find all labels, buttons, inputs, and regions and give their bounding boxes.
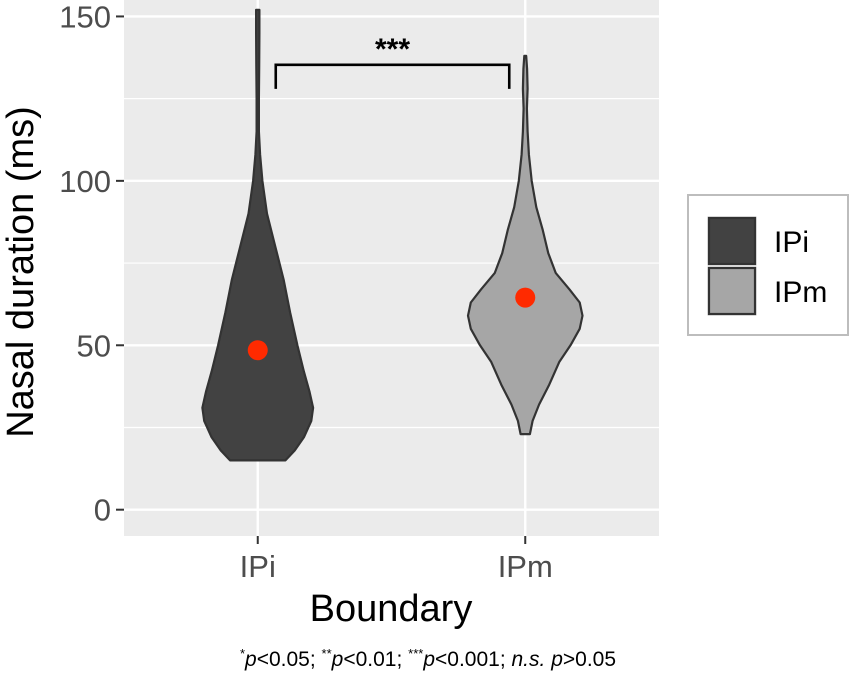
footnote-t3: <0.001; <box>435 648 512 671</box>
footnote-p2: p <box>331 648 344 671</box>
x-axis-title: Boundary <box>310 588 473 630</box>
y-tick-label: 150 <box>59 0 111 34</box>
footnote-p3: p <box>423 648 436 671</box>
footnote-t4: >0.05 <box>562 648 617 671</box>
x-axis: IPi IPm <box>240 536 553 584</box>
y-tick-label: 0 <box>94 493 111 528</box>
footnote-sig1: * <box>239 646 246 661</box>
y-axis: 0 50 100 150 <box>59 0 124 528</box>
mean-points <box>247 287 536 361</box>
footnote-p1: p <box>245 648 257 671</box>
x-tick-label: IPi <box>240 549 276 584</box>
significance-footnote: *p<0.05; **p<0.01; ***p<0.001; n.s. p>0.… <box>0 646 856 672</box>
x-tick-label: IPm <box>498 549 553 584</box>
footnote-ns: n.s. <box>511 648 546 671</box>
violin-IPm <box>466 54 584 436</box>
significance-label: *** <box>375 33 410 66</box>
significance-annotation: *** <box>274 33 511 89</box>
violin-chart: 0 50 100 150 IPi IPm *** Boundary Nasal dura… <box>0 0 849 630</box>
mean-point-IPi <box>247 340 268 361</box>
mean-point-IPm <box>515 287 536 308</box>
legend: IPi IPm <box>687 194 849 336</box>
legend-label-IPm: IPm <box>774 276 827 309</box>
significance-bracket <box>274 63 511 89</box>
footnote-t1: <0.05; <box>256 648 322 671</box>
footnote-sig2: ** <box>321 646 332 661</box>
violins <box>201 8 584 462</box>
plot-panel <box>124 0 659 536</box>
footnote-t2: <0.01; <box>343 648 409 671</box>
legend-swatch-IPm <box>707 266 757 316</box>
legend-swatch-IPi <box>707 216 757 266</box>
violin-IPi <box>201 8 315 462</box>
footnote-p4: p <box>551 648 563 671</box>
y-tick-label: 100 <box>59 164 111 199</box>
y-tick-label: 50 <box>77 328 111 363</box>
legend-label-IPi: IPi <box>774 226 809 259</box>
footnote-sig3: *** <box>408 646 424 661</box>
y-axis-title: Nasal duration (ms) <box>0 106 42 438</box>
